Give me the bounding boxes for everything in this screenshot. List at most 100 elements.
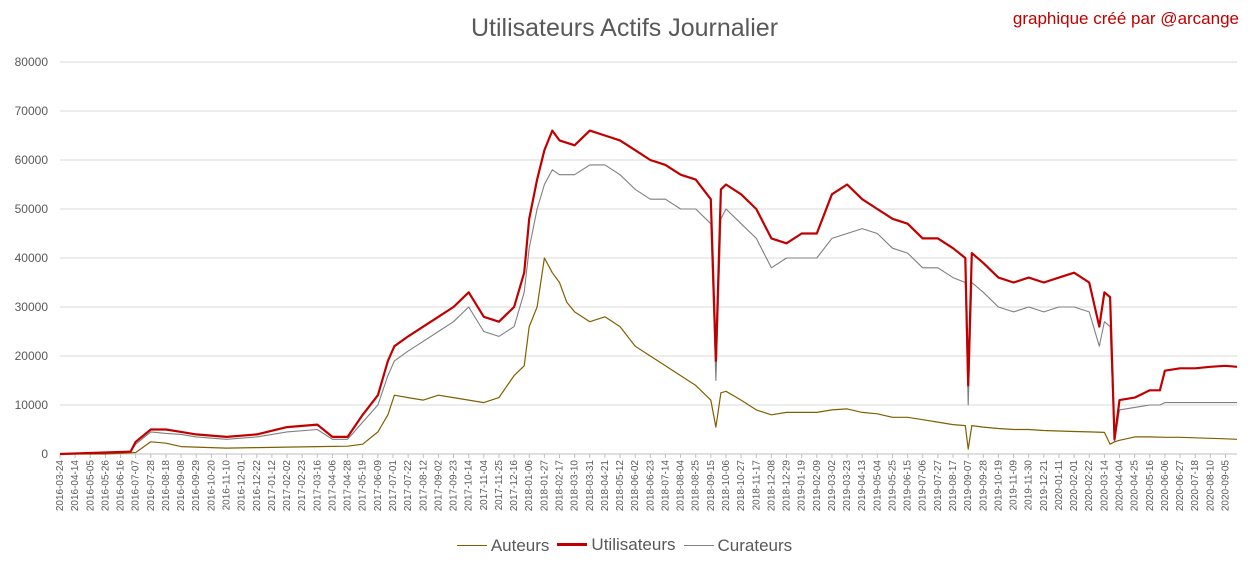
x-tick-label: 2019-01-19 bbox=[797, 460, 808, 512]
legend-item-curateurs: Curateurs bbox=[683, 535, 793, 556]
x-tick-label: 2016-09-29 bbox=[191, 460, 202, 512]
x-tick-label: 2019-11-09 bbox=[1009, 460, 1020, 511]
x-tick-label: 2019-09-07 bbox=[963, 460, 974, 512]
x-tick-label: 2018-03-10 bbox=[570, 460, 581, 512]
x-tick-label: 2018-12-29 bbox=[782, 460, 793, 512]
x-tick-label: 2016-12-22 bbox=[252, 460, 263, 512]
x-tick-label: 2017-07-22 bbox=[403, 460, 414, 512]
x-tick-label: 2017-01-12 bbox=[267, 460, 278, 512]
x-tick-label: 2020-06-27 bbox=[1175, 460, 1186, 512]
x-tick-label: 2018-08-25 bbox=[691, 460, 702, 512]
legend-swatch bbox=[456, 545, 487, 546]
series-layer bbox=[59, 129, 1238, 456]
y-tick-label: 30000 bbox=[15, 300, 49, 314]
x-tick-label: 2020-03-14 bbox=[1099, 460, 1110, 512]
x-tick-label: 2016-07-28 bbox=[146, 460, 157, 512]
series-line-curateurs bbox=[59, 164, 1237, 455]
x-tick-label: 2020-04-04 bbox=[1115, 460, 1126, 512]
legend-label: Auteurs bbox=[490, 535, 550, 555]
x-tick-label: 2018-06-02 bbox=[630, 460, 641, 512]
x-tick-label: 2018-07-14 bbox=[660, 460, 671, 512]
legend-item-auteurs: Auteurs bbox=[456, 535, 550, 556]
x-tick-label: 2017-09-02 bbox=[433, 460, 444, 512]
x-tick-label: 2016-03-24 bbox=[55, 460, 66, 512]
x-tick-label: 2018-06-23 bbox=[645, 460, 656, 512]
x-tick-label: 2019-11-30 bbox=[1024, 460, 1035, 511]
x-tick-label: 2017-07-01 bbox=[388, 460, 399, 512]
x-tick-label: 2017-08-12 bbox=[418, 460, 429, 512]
x-tick-label: 2017-05-19 bbox=[358, 460, 369, 512]
x-tick-label: 2018-12-08 bbox=[766, 460, 777, 512]
x-tick-label: 2020-09-05 bbox=[1220, 460, 1231, 512]
legend-label: Curateurs bbox=[717, 535, 793, 555]
y-tick-label: 60000 bbox=[15, 153, 49, 167]
x-tick-label: 2019-03-02 bbox=[827, 460, 838, 512]
x-tick-label: 2018-04-21 bbox=[600, 460, 611, 512]
x-tick-label: 2017-09-23 bbox=[449, 460, 460, 512]
x-tick-label: 2018-10-27 bbox=[736, 460, 747, 512]
x-tick-label: 2019-07-06 bbox=[918, 460, 929, 512]
x-tick-label: 2018-10-06 bbox=[721, 460, 732, 512]
x-tick-label: 2018-05-12 bbox=[615, 460, 626, 512]
chart-credit: graphique créé par @arcange bbox=[1012, 9, 1239, 28]
x-tick-label: 2017-04-28 bbox=[343, 460, 354, 512]
legend-label: Utilisateurs bbox=[591, 534, 676, 554]
x-tick-label: 2018-08-04 bbox=[676, 460, 687, 512]
x-tick-label: 2020-04-25 bbox=[1130, 460, 1141, 512]
x-tick-label: 2019-04-13 bbox=[857, 460, 868, 512]
x-tick-label: 2017-02-23 bbox=[297, 460, 308, 512]
legend: Auteurs Utilisateurs Curateurs bbox=[0, 531, 1249, 556]
x-tick-label: 2019-07-27 bbox=[933, 460, 944, 512]
x-tick-label: 2018-11-17 bbox=[751, 460, 762, 511]
x-tick-label: 2019-09-28 bbox=[978, 460, 989, 512]
series-line-auteurs bbox=[60, 257, 1238, 455]
x-tick-label: 2020-08-10 bbox=[1205, 460, 1216, 512]
x-tick-label: 2016-06-16 bbox=[116, 460, 127, 512]
y-tick-label: 20000 bbox=[15, 349, 49, 363]
x-tick-label: 2019-05-25 bbox=[887, 460, 898, 512]
x-tick-label: 2016-12-01 bbox=[237, 460, 248, 512]
x-tick-label: 2017-11-04 bbox=[479, 460, 490, 511]
x-tick-label: 2016-04-14 bbox=[70, 460, 81, 512]
x-tick-label: 2019-10-19 bbox=[993, 460, 1004, 512]
y-tick-label: 70000 bbox=[15, 104, 49, 118]
x-tick-label: 2018-03-31 bbox=[585, 460, 596, 512]
chart-title: Utilisateurs Actifs Journalier bbox=[470, 14, 779, 42]
gridlines bbox=[60, 61, 1237, 455]
y-tick-label: 50000 bbox=[15, 202, 49, 216]
legend-swatch bbox=[557, 543, 588, 546]
x-tick-label: 2016-10-20 bbox=[206, 460, 217, 512]
x-tick-label: 2016-05-26 bbox=[100, 460, 111, 512]
x-tick-label: 2020-07-18 bbox=[1190, 460, 1201, 512]
x-tick-label: 2017-11-25 bbox=[494, 460, 505, 511]
x-tick-label: 2018-01-27 bbox=[539, 460, 550, 512]
x-tick-label: 2017-06-09 bbox=[373, 460, 384, 512]
x-tick-label: 2019-08-17 bbox=[948, 460, 959, 512]
x-tick-label: 2018-01-06 bbox=[524, 460, 535, 512]
legend-swatch bbox=[683, 545, 714, 546]
x-tick-label: 2019-06-15 bbox=[903, 460, 914, 512]
x-tick-label: 2018-09-15 bbox=[706, 460, 717, 512]
x-tick-label: 2020-05-16 bbox=[1145, 460, 1156, 512]
x-tick-label: 2016-08-18 bbox=[161, 460, 172, 512]
x-tick-label: 2019-12-21 bbox=[1039, 460, 1050, 512]
x-tick-label: 2020-01-11 bbox=[1054, 460, 1065, 511]
x-tick-label: 2017-10-14 bbox=[464, 460, 475, 512]
x-tick-label: 2019-05-04 bbox=[872, 460, 883, 512]
x-tick-label: 2017-04-06 bbox=[327, 460, 338, 512]
x-tick-label: 2019-03-23 bbox=[842, 460, 853, 512]
series-line-utilisateurs bbox=[59, 129, 1238, 456]
x-tick-label: 2019-02-09 bbox=[812, 460, 823, 512]
x-tick-label: 2016-11-10 bbox=[221, 460, 232, 511]
x-tick-label: 2018-02-17 bbox=[554, 460, 565, 512]
x-tick-label: 2016-09-08 bbox=[176, 460, 187, 512]
x-tick-label: 2020-02-01 bbox=[1069, 460, 1080, 512]
y-axis: 0 10000 20000 30000 40000 50000 60000 70000 8000… bbox=[15, 55, 49, 461]
x-tick-label: 2016-07-07 bbox=[131, 460, 142, 512]
x-tick-label: 2017-12-16 bbox=[509, 460, 520, 512]
legend-item-utilisateurs: Utilisateurs bbox=[557, 534, 676, 555]
y-tick-label: 80000 bbox=[15, 55, 49, 69]
x-tick-label: 2017-02-02 bbox=[282, 460, 293, 512]
x-tick-label: 2020-06-06 bbox=[1160, 460, 1171, 512]
